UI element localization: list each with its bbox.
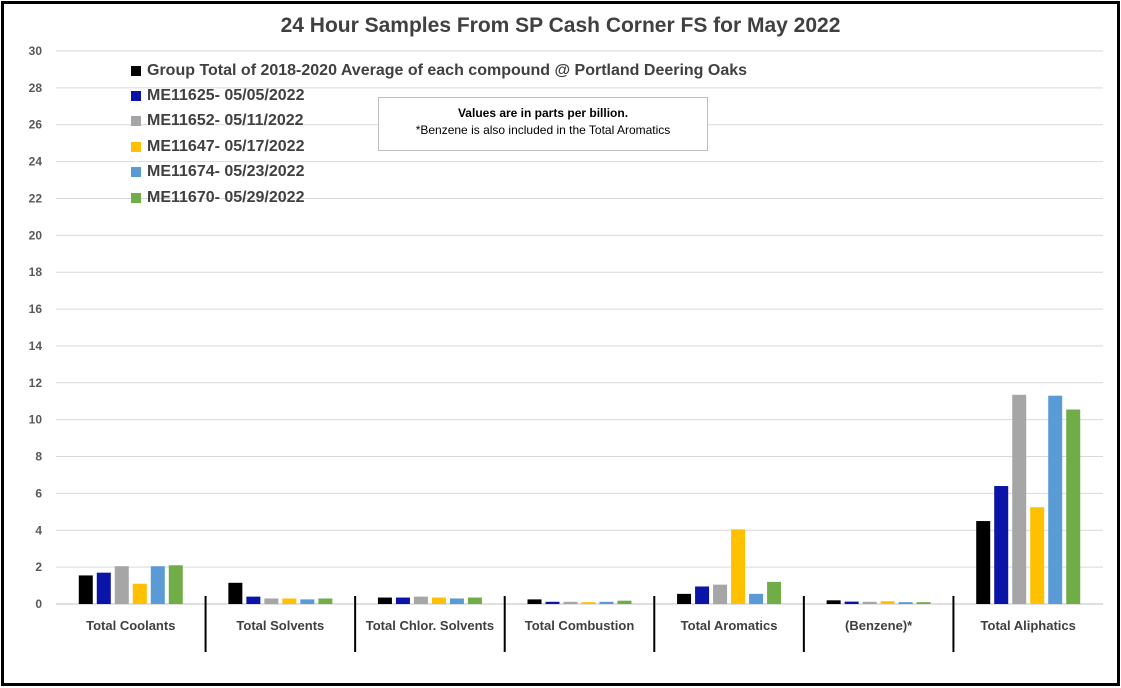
bar <box>282 598 297 604</box>
bar <box>862 601 877 604</box>
bar <box>1012 394 1027 604</box>
legend-label: ME11625- 05/05/2022 <box>147 87 305 105</box>
y-tick-label: 4 <box>35 523 42 537</box>
bar <box>695 586 710 604</box>
bar <box>449 598 464 604</box>
category-label: Total Aromatics <box>681 618 778 633</box>
bar <box>467 597 482 604</box>
legend-swatch <box>131 141 141 152</box>
bar <box>150 566 165 604</box>
legend-item: ME11670- 05/29/2022 <box>131 185 747 210</box>
legend-label: ME11674- 05/23/2022 <box>147 163 305 181</box>
y-tick-label: 20 <box>29 228 43 242</box>
bar <box>581 602 596 604</box>
bar <box>114 566 129 604</box>
bar <box>713 584 728 604</box>
y-tick-label: 8 <box>35 450 42 464</box>
bar <box>300 599 315 604</box>
legend-item: Group Total of 2018-2020 Average of each… <box>131 58 747 83</box>
bar <box>431 597 446 604</box>
y-tick-label: 6 <box>35 486 42 500</box>
bar <box>677 593 692 604</box>
legend-item: ME11652- 05/11/2022 <box>131 109 747 134</box>
y-tick-label: 30 <box>29 44 43 58</box>
legend-swatch <box>131 116 141 127</box>
legend-label: ME11652- 05/11/2022 <box>147 112 304 130</box>
bar <box>168 565 183 604</box>
y-tick-label: 12 <box>29 376 43 390</box>
category-label: Total Combustion <box>525 618 635 633</box>
bar <box>264 598 279 604</box>
category-labels: Total Coolants Total Solvents Total Chlor.… <box>86 596 1076 652</box>
chart-title: 24 Hour Samples From SP Cash Corner FS f… <box>280 14 841 37</box>
y-tick-label: 10 <box>29 413 43 427</box>
grid-lines <box>56 50 1103 605</box>
bar <box>599 601 614 604</box>
bar <box>749 593 764 604</box>
category-label: Total Solvents <box>236 618 324 633</box>
y-tick-label: 22 <box>29 191 43 205</box>
y-tick-label: 18 <box>29 265 43 279</box>
bar <box>916 602 931 604</box>
legend-label: ME11647- 05/17/2022 <box>147 137 305 155</box>
bar <box>767 581 782 604</box>
legend-swatch <box>131 91 141 102</box>
y-tick-label: 2 <box>35 560 42 574</box>
legend: Group Total of 2018-2020 Average of each… <box>131 58 747 210</box>
bar <box>395 597 410 604</box>
bar <box>976 521 991 604</box>
bar <box>132 583 147 604</box>
annotation-box: Values are in parts per billion. *Benzen… <box>378 97 708 151</box>
legend-swatch <box>131 167 141 178</box>
y-tick-label: 28 <box>29 81 43 95</box>
bars <box>78 394 1081 604</box>
bar <box>413 596 428 604</box>
y-tick-label: 14 <box>29 339 43 353</box>
bar <box>880 601 895 604</box>
bar <box>898 602 913 604</box>
bar <box>563 601 578 604</box>
bar <box>844 601 859 604</box>
bar <box>1066 409 1081 604</box>
bar <box>527 599 542 604</box>
bar <box>1030 507 1045 604</box>
bar <box>246 596 261 604</box>
category-label: Total Coolants <box>86 618 175 633</box>
legend-label: Group Total of 2018-2020 Average of each… <box>147 61 748 79</box>
bar <box>78 575 93 604</box>
bar <box>617 600 632 604</box>
y-tick-label: 26 <box>29 118 43 132</box>
legend-swatch <box>131 65 141 76</box>
bar <box>318 598 333 604</box>
category-label: Total Aliphatics <box>981 618 1076 633</box>
legend-label: ME11670- 05/29/2022 <box>147 188 305 206</box>
bar <box>96 572 111 604</box>
y-tick-label: 24 <box>29 155 43 169</box>
category-label: Total Chlor. Solvents <box>366 618 494 633</box>
bar <box>377 597 392 604</box>
bar <box>1048 395 1063 604</box>
y-tick-label: 16 <box>29 302 43 316</box>
bar <box>545 601 560 604</box>
legend-item: ME11647- 05/17/2022 <box>131 134 747 159</box>
category-label: (Benzene)* <box>845 618 913 633</box>
bar <box>731 529 746 604</box>
bar <box>228 582 243 604</box>
bar <box>994 486 1009 604</box>
bar <box>826 600 841 604</box>
annotation-line-2: *Benzene is also included in the Total A… <box>415 123 671 137</box>
annotation-line-1: Values are in parts per billion. <box>457 106 629 120</box>
y-tick-label: 0 <box>35 597 42 611</box>
legend-item: ME11674- 05/23/2022 <box>131 160 747 185</box>
legend-swatch <box>131 192 141 203</box>
legend-item: ME11625- 05/05/2022 <box>131 83 747 108</box>
